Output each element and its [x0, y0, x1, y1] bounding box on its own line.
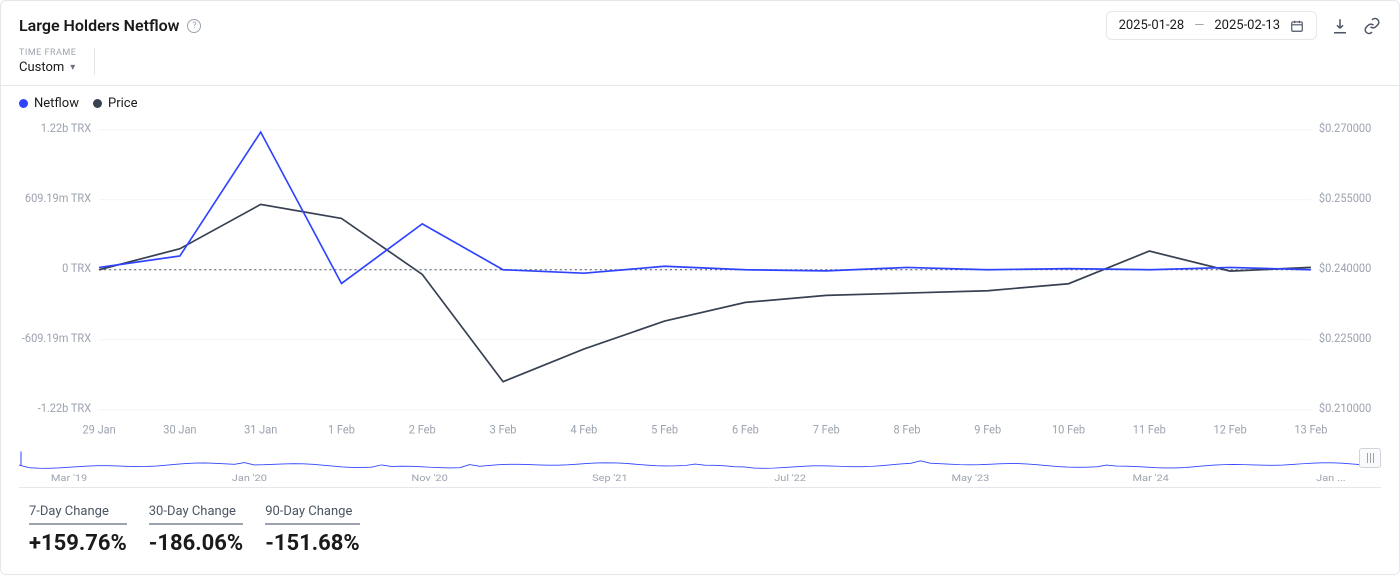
changes-row: 7-Day Change +159.76% 30-Day Change -186…: [1, 488, 1399, 574]
link-icon[interactable]: [1363, 17, 1381, 35]
svg-text:609.19m TRX: 609.19m TRX: [25, 191, 91, 205]
download-icon[interactable]: [1331, 17, 1349, 35]
svg-text:-609.19m TRX: -609.19m TRX: [22, 330, 91, 344]
legend-label-price: Price: [108, 96, 137, 111]
svg-text:7 Feb: 7 Feb: [813, 422, 840, 436]
change-30d-value: -186.06%: [149, 531, 243, 556]
svg-text:30 Jan: 30 Jan: [163, 422, 196, 436]
svg-text:4 Feb: 4 Feb: [570, 422, 597, 436]
svg-text:Sep '21: Sep '21: [592, 472, 628, 483]
chart-area: 1.22b TRX $0.270000 609.19m TRX $0.255000 0 …: [19, 119, 1381, 442]
svg-text:Jan '20: Jan '20: [232, 472, 267, 483]
svg-text:Mar '19: Mar '19: [51, 472, 88, 483]
svg-text:12 Feb: 12 Feb: [1214, 422, 1247, 436]
svg-text:6 Feb: 6 Feb: [732, 422, 759, 436]
change-90d-value: -151.68%: [265, 531, 359, 556]
svg-text:5 Feb: 5 Feb: [651, 422, 678, 436]
date-sep: —: [1194, 18, 1204, 33]
legend-dot-price: [93, 99, 102, 108]
header: Large Holders Netflow ? 2025-01-28 — 202…: [1, 1, 1399, 48]
date-end: 2025-02-13: [1214, 18, 1280, 33]
svg-text:1.22b TRX: 1.22b TRX: [41, 121, 91, 135]
svg-text:$0.270000: $0.270000: [1319, 121, 1371, 135]
svg-text:8 Feb: 8 Feb: [894, 422, 921, 436]
svg-text:3 Feb: 3 Feb: [490, 422, 517, 436]
svg-text:Jul '22: Jul '22: [774, 472, 806, 483]
title-wrap: Large Holders Netflow ?: [19, 16, 201, 35]
mini-range-handle[interactable]: [1359, 448, 1381, 468]
info-icon[interactable]: ?: [187, 19, 201, 33]
svg-text:Nov '20: Nov '20: [411, 472, 448, 483]
date-start: 2025-01-28: [1119, 18, 1185, 33]
mini-chart: Mar '19 Jan '20 Nov '20 Sep '21 Jul '22 May '…: [19, 448, 1381, 483]
svg-text:$0.210000: $0.210000: [1319, 400, 1371, 414]
svg-text:31 Jan: 31 Jan: [244, 422, 277, 436]
svg-text:$0.225000: $0.225000: [1319, 330, 1371, 344]
svg-text:29 Jan: 29 Jan: [83, 422, 116, 436]
change-7d-label: 7-Day Change: [29, 504, 127, 525]
svg-text:-1.22b TRX: -1.22b TRX: [38, 400, 91, 414]
svg-text:May '23: May '23: [952, 472, 990, 483]
svg-text:9 Feb: 9 Feb: [974, 422, 1001, 436]
timeframe-label: TIME FRAME: [19, 48, 76, 58]
timeframe-row: TIME FRAME Custom ▾: [1, 48, 1399, 86]
date-range-picker[interactable]: 2025-01-28 — 2025-02-13: [1106, 11, 1317, 40]
svg-text:$0.240000: $0.240000: [1319, 260, 1371, 274]
change-30d: 30-Day Change -186.06%: [149, 504, 243, 556]
svg-text:10 Feb: 10 Feb: [1052, 422, 1085, 436]
svg-text:2 Feb: 2 Feb: [409, 422, 436, 436]
legend-label-netflow: Netflow: [34, 96, 79, 111]
change-30d-label: 30-Day Change: [149, 504, 243, 525]
timeframe-group: TIME FRAME Custom ▾: [19, 48, 95, 75]
legend: Netflow Price: [1, 86, 1399, 111]
legend-netflow[interactable]: Netflow: [19, 96, 79, 111]
calendar-icon[interactable]: [1290, 19, 1304, 33]
change-7d: 7-Day Change +159.76%: [29, 504, 127, 556]
main-chart: 1.22b TRX $0.270000 609.19m TRX $0.255000 0 …: [19, 119, 1381, 442]
change-7d-value: +159.76%: [29, 531, 127, 556]
svg-text:11 Feb: 11 Feb: [1133, 422, 1166, 436]
legend-dot-netflow: [19, 99, 28, 108]
page-title: Large Holders Netflow: [19, 16, 179, 35]
chevron-down-icon: ▾: [70, 62, 75, 73]
change-90d-label: 90-Day Change: [265, 504, 359, 525]
timeframe-select[interactable]: Custom ▾: [19, 60, 76, 75]
change-90d: 90-Day Change -151.68%: [265, 504, 359, 556]
svg-text:0 TRX: 0 TRX: [62, 260, 91, 274]
svg-text:$0.255000: $0.255000: [1319, 191, 1371, 205]
timeframe-value: Custom: [19, 60, 64, 75]
mini-chart-row[interactable]: Mar '19 Jan '20 Nov '20 Sep '21 Jul '22 May '…: [19, 448, 1381, 488]
svg-text:1 Feb: 1 Feb: [328, 422, 355, 436]
header-actions: 2025-01-28 — 2025-02-13: [1106, 11, 1381, 40]
svg-text:Mar '24: Mar '24: [1132, 472, 1169, 483]
legend-price[interactable]: Price: [93, 96, 137, 111]
svg-text:Jan ...: Jan ...: [1316, 472, 1346, 483]
svg-text:13 Feb: 13 Feb: [1294, 422, 1327, 436]
